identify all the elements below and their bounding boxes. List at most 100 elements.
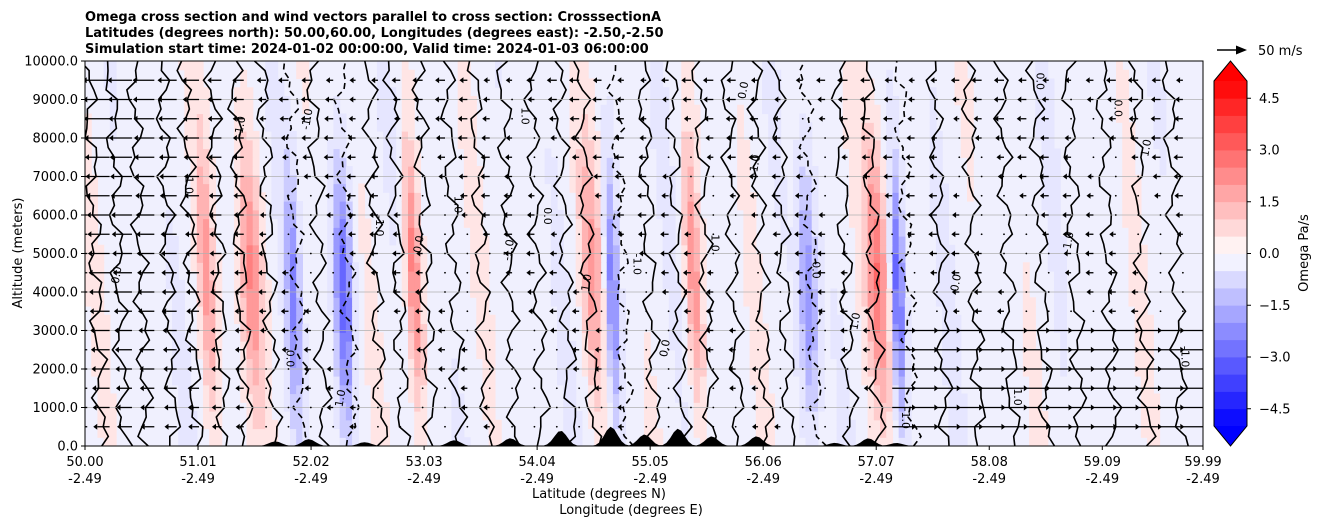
omega-cell xyxy=(656,192,664,202)
omega-cell xyxy=(258,218,266,228)
omega-cell xyxy=(85,244,92,255)
omega-cell xyxy=(848,61,856,71)
omega-cell xyxy=(743,297,751,307)
wind-vector-head xyxy=(1062,192,1067,199)
omega-cell xyxy=(675,341,682,351)
omega-cell xyxy=(588,201,595,211)
omega-cell xyxy=(805,288,813,298)
omega-cell xyxy=(376,96,384,106)
wind-vector-head xyxy=(569,115,574,122)
omega-cell xyxy=(743,244,751,255)
omega-cell xyxy=(370,358,378,368)
omega-cell xyxy=(246,236,254,246)
omega-cell xyxy=(886,69,894,80)
wind-vector xyxy=(1047,291,1050,293)
omega-cell xyxy=(352,437,359,446)
omega-cell xyxy=(1122,148,1130,158)
wind-vector xyxy=(667,156,670,159)
omega-cell xyxy=(171,262,179,272)
omega-cell xyxy=(606,218,614,228)
omega-cell xyxy=(749,271,757,281)
omega-cell xyxy=(1060,323,1067,333)
wind-vector-head xyxy=(435,135,440,141)
omega-cell xyxy=(488,358,496,368)
omega-cell xyxy=(650,428,658,438)
omega-cell xyxy=(681,174,689,185)
wind-vector xyxy=(891,310,894,313)
wind-vector xyxy=(779,291,782,293)
omega-cell xyxy=(91,174,99,185)
omega-cell xyxy=(581,262,589,272)
omega-cell xyxy=(457,428,465,438)
omega-cell xyxy=(755,349,763,360)
omega-cell xyxy=(588,384,595,395)
wind-vector xyxy=(555,406,558,409)
omega-cell xyxy=(575,236,583,246)
omega-cell xyxy=(737,201,744,211)
omega-cell xyxy=(693,201,701,211)
wind-vector-head xyxy=(1132,269,1137,276)
omega-cell xyxy=(327,262,335,272)
omega-cell xyxy=(203,332,210,342)
omega-cell xyxy=(569,122,577,132)
omega-cell xyxy=(855,61,862,71)
wind-vector-head xyxy=(210,289,215,295)
wind-vector-head xyxy=(1090,423,1095,430)
omega-cell xyxy=(606,131,614,141)
omega-cell xyxy=(948,262,956,272)
omega-cell xyxy=(811,411,819,421)
wind-vector-head xyxy=(772,135,777,141)
wind-vector xyxy=(667,137,670,139)
omega-cell xyxy=(848,157,856,167)
omega-cell xyxy=(793,358,800,368)
omega-cell xyxy=(302,376,310,386)
omega-cell xyxy=(265,279,272,290)
omega-cell xyxy=(196,183,204,193)
omega-cell xyxy=(650,104,658,115)
omega-cell xyxy=(662,218,670,228)
omega-cell xyxy=(588,358,595,368)
omega-cell xyxy=(817,332,825,342)
omega-cell xyxy=(265,78,272,88)
omega-cell xyxy=(352,271,359,281)
omega-cell xyxy=(768,131,776,141)
wind-vector-head xyxy=(615,115,620,122)
wind-vector-head xyxy=(1063,250,1068,257)
omega-cell xyxy=(271,428,279,438)
omega-cell xyxy=(855,157,862,167)
wind-vector-head xyxy=(1107,96,1112,103)
omega-cell xyxy=(830,288,838,298)
omega-cell xyxy=(296,402,303,412)
omega-cell xyxy=(699,349,707,360)
omega-cell xyxy=(277,236,285,246)
wind-vector-head xyxy=(617,423,622,430)
wind-vector-head xyxy=(504,250,509,257)
omega-cell xyxy=(774,69,782,80)
wind-vector-head xyxy=(951,231,956,238)
omega-cell xyxy=(681,148,689,158)
omega-cell xyxy=(463,139,471,150)
wind-vector-head xyxy=(86,192,91,199)
omega-cell xyxy=(966,113,974,123)
omega-cell xyxy=(805,437,813,446)
omega-cell xyxy=(594,314,602,325)
omega-cell xyxy=(755,393,763,403)
omega-cell xyxy=(234,104,241,115)
wind-vector-head xyxy=(280,135,285,141)
wind-vector-head xyxy=(817,289,822,295)
omega-cell xyxy=(352,288,359,298)
omega-cell xyxy=(327,253,335,263)
omega-cell xyxy=(327,174,335,185)
omega-cell xyxy=(91,253,99,263)
omega-cell xyxy=(873,166,881,176)
wind-vector-head xyxy=(183,135,188,141)
omega-cell xyxy=(544,166,552,176)
omega-cell xyxy=(339,393,347,403)
omega-cell xyxy=(768,419,776,430)
omega-cell xyxy=(805,367,813,377)
omega-cell xyxy=(867,183,875,193)
wind-vector-head xyxy=(393,308,398,315)
wind-vector-head xyxy=(85,135,89,141)
omega-cell xyxy=(600,157,608,167)
omega-cell xyxy=(407,78,415,88)
